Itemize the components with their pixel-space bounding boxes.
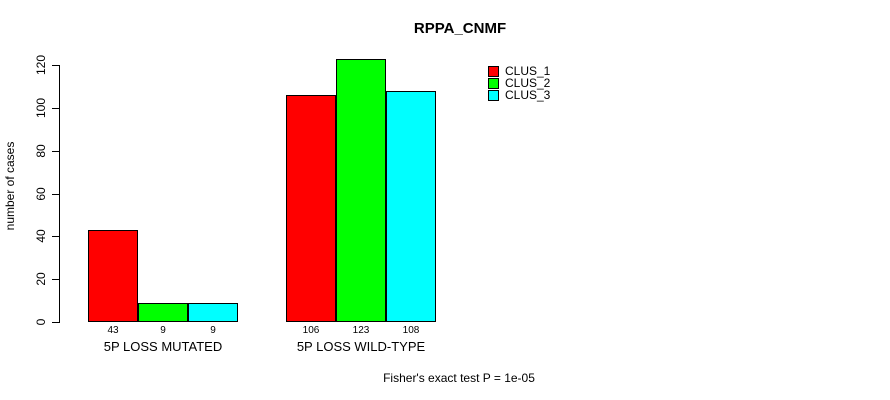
- annotation-text: Fisher's exact test P = 1e-05: [383, 371, 535, 385]
- bar: [336, 59, 386, 322]
- legend-swatch-icon: [488, 89, 499, 101]
- y-tick-label: 60: [34, 187, 48, 201]
- y-axis-line: [59, 65, 60, 323]
- bar: [386, 91, 436, 322]
- legend-item: CLUS_2: [488, 77, 550, 89]
- bar: [88, 230, 138, 322]
- legend-label: CLUS_1: [505, 64, 551, 78]
- bar-value-label: 108: [402, 325, 420, 336]
- legend-label: CLUS_3: [505, 88, 551, 102]
- y-tick-label: 0: [34, 318, 48, 326]
- legend: CLUS_1 CLUS_2 CLUS_3: [488, 65, 550, 101]
- y-axis-tick: [52, 194, 59, 195]
- legend-item: CLUS_3: [488, 89, 550, 101]
- bar: [286, 95, 336, 322]
- bar-value-label: 123: [352, 325, 370, 336]
- y-axis-tick: [52, 322, 59, 323]
- legend-label: CLUS_2: [505, 76, 551, 90]
- legend-swatch-icon: [488, 65, 499, 77]
- bar-value-label: 9: [160, 325, 166, 336]
- x-category-label: 5P LOSS MUTATED: [103, 339, 223, 354]
- x-category-label: 5P LOSS WILD-TYPE: [296, 339, 426, 354]
- y-axis-tick: [52, 279, 59, 280]
- bar-value-label: 9: [210, 325, 216, 336]
- bar-value-label: 106: [302, 325, 320, 336]
- y-tick-label: 120: [34, 54, 48, 76]
- y-tick-label: 100: [34, 97, 48, 119]
- y-axis-tick: [52, 151, 59, 152]
- chart-title: RPPA_CNMF: [413, 20, 507, 37]
- bar-value-label: 43: [107, 325, 119, 336]
- bar: [188, 303, 238, 322]
- y-axis-tick: [52, 236, 59, 237]
- legend-swatch-icon: [488, 77, 499, 89]
- y-axis-tick: [52, 65, 59, 66]
- y-tick-label: 40: [34, 229, 48, 243]
- y-tick-label: 80: [34, 144, 48, 158]
- bar: [138, 303, 188, 322]
- legend-item: CLUS_1: [488, 65, 550, 77]
- y-tick-label: 20: [34, 272, 48, 286]
- y-axis-tick: [52, 108, 59, 109]
